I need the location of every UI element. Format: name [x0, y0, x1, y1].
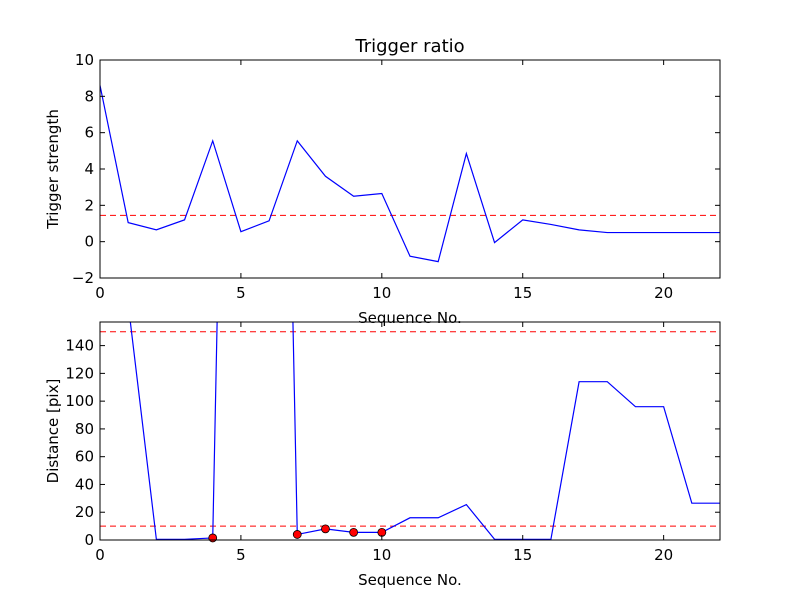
bottom-x-tick-label: 15	[513, 546, 532, 564]
bottom-x-tick-label: 10	[372, 546, 391, 564]
top-x-axis-label: Sequence No.	[358, 309, 462, 327]
bottom-x-axis-label: Sequence No.	[358, 571, 462, 589]
bottom-marker-point	[349, 527, 359, 537]
top-y-tick-label: 8	[84, 87, 94, 105]
bottom-x-tick-label: 0	[95, 546, 105, 564]
bottom-marker-point	[208, 533, 218, 543]
top-x-tick-label: 20	[654, 284, 673, 302]
bottom-chart-distance: 0 5 10 15 20 0 20 40 60 80 100 120 140 Sequence No. Di…	[44, 321, 721, 589]
bottom-x-tick-label: 20	[654, 546, 673, 564]
top-y-tick-label: 4	[84, 160, 94, 178]
bottom-y-tick-label: 0	[84, 531, 94, 549]
bottom-marker-point	[292, 530, 302, 539]
bottom-y-tick-label: 100	[65, 392, 94, 410]
bottom-y-tick-label: 140	[65, 337, 94, 355]
top-chart-title: Trigger ratio	[354, 36, 464, 57]
bottom-marker-point	[321, 524, 330, 534]
top-x-tick-label: 15	[513, 284, 532, 302]
top-x-tick-label: 10	[372, 284, 391, 302]
bottom-y-tick-label: 120	[65, 364, 94, 382]
bottom-y-tick-label: 20	[75, 503, 94, 521]
bottom-x-tick-label: 5	[236, 546, 246, 564]
bottom-series-line-0	[129, 322, 720, 540]
top-y-tick-label: 2	[84, 196, 94, 214]
top-plot-area	[100, 85, 720, 263]
bottom-axes-frame	[99, 321, 721, 541]
top-x-tick-label: 5	[236, 284, 246, 302]
bottom-plot-area	[100, 322, 720, 540]
top-y-tick-label: 0	[84, 233, 94, 251]
top-y-tick-label: 10	[75, 51, 94, 69]
top-x-tick-label: 0	[95, 284, 105, 302]
top-y-axis-label: Trigger strength	[44, 109, 62, 230]
bottom-y-tick-label: 60	[75, 448, 94, 466]
top-series-line-0	[100, 85, 720, 263]
bottom-y-axis-label: Distance [pix]	[44, 379, 62, 484]
bottom-y-tick-label: 80	[75, 420, 94, 438]
top-y-tick-label: −2	[72, 269, 94, 287]
bottom-y-tick-label: 40	[75, 475, 94, 493]
top-y-tick-label: 6	[84, 124, 94, 142]
